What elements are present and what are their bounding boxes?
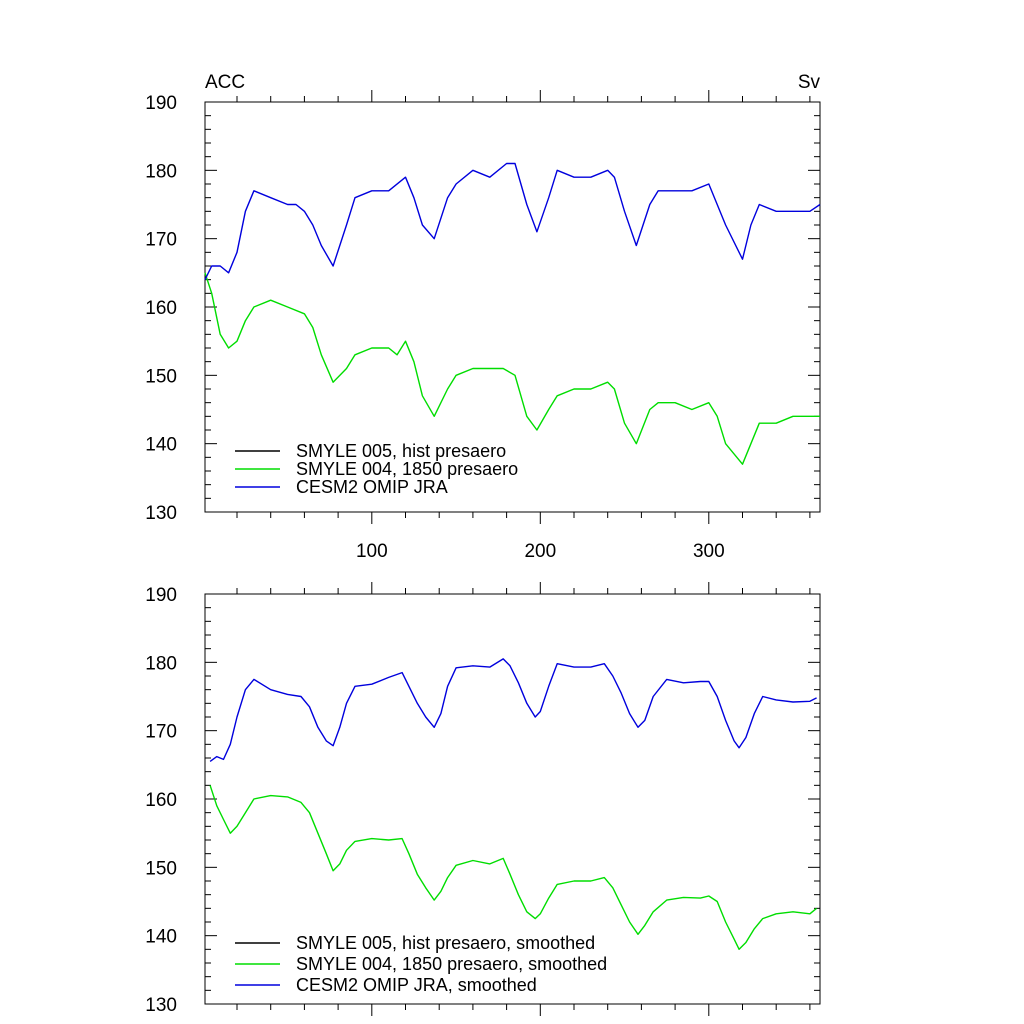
legend-label: SMYLE 005, hist presaero, smoothed [296,933,595,953]
y-tick-label: 160 [145,790,177,811]
series-line [209,658,817,762]
bottom-panel-ticks [205,582,820,1016]
series-line [204,272,820,465]
y-tick-label: 180 [145,161,177,182]
y-tick-label: 150 [145,366,177,387]
x-tick-label: 100 [356,541,388,562]
y-tick-label: 170 [145,722,177,743]
series-line [209,785,818,950]
y-tick-label: 190 [145,585,177,606]
y-tick-label: 140 [145,927,177,948]
bottom-panel-y-tick-labels: 130 140 150 160 170 180 190 [145,585,177,1016]
series-line [204,162,821,281]
y-tick-label: 130 [145,503,177,524]
top-panel-title-right: Sv [798,72,821,93]
top-panel-y-tick-labels: 130 140 150 160 170 180 190 [145,93,177,524]
legend-label: SMYLE 004, 1850 presaero, smoothed [296,954,607,974]
y-tick-label: 130 [145,995,177,1016]
bottom-panel-legend: SMYLE 005, hist presaero, smoothedSMYLE … [235,933,607,995]
top-panel-title-left: ACC [205,72,245,93]
bottom-panel: 130 140 150 160 170 180 190 SMYLE 005, hist pr… [145,582,821,1016]
y-tick-label: 140 [145,435,177,456]
legend-label: SMYLE 004, 1850 presaero [296,459,518,479]
top-panel-ticks [205,90,820,524]
legend-label: SMYLE 005, hist presaero [296,441,506,461]
legend-label: CESM2 OMIP JRA [296,477,448,497]
y-tick-label: 170 [145,230,177,251]
top-panel-x-tick-labels: 100 200 300 [356,541,725,562]
y-tick-label: 150 [145,858,177,879]
x-tick-label: 300 [693,541,725,562]
y-tick-label: 160 [145,298,177,319]
y-tick-label: 190 [145,93,177,114]
legend-label: CESM2 OMIP JRA, smoothed [296,975,537,995]
bottom-panel-series-lines [209,658,818,950]
top-panel: 130 140 150 160 170 180 190 100 200 300 SMYLE 00… [145,72,821,562]
x-tick-label: 200 [524,541,556,562]
y-tick-label: 180 [145,653,177,674]
top-panel-series-lines [204,162,821,465]
